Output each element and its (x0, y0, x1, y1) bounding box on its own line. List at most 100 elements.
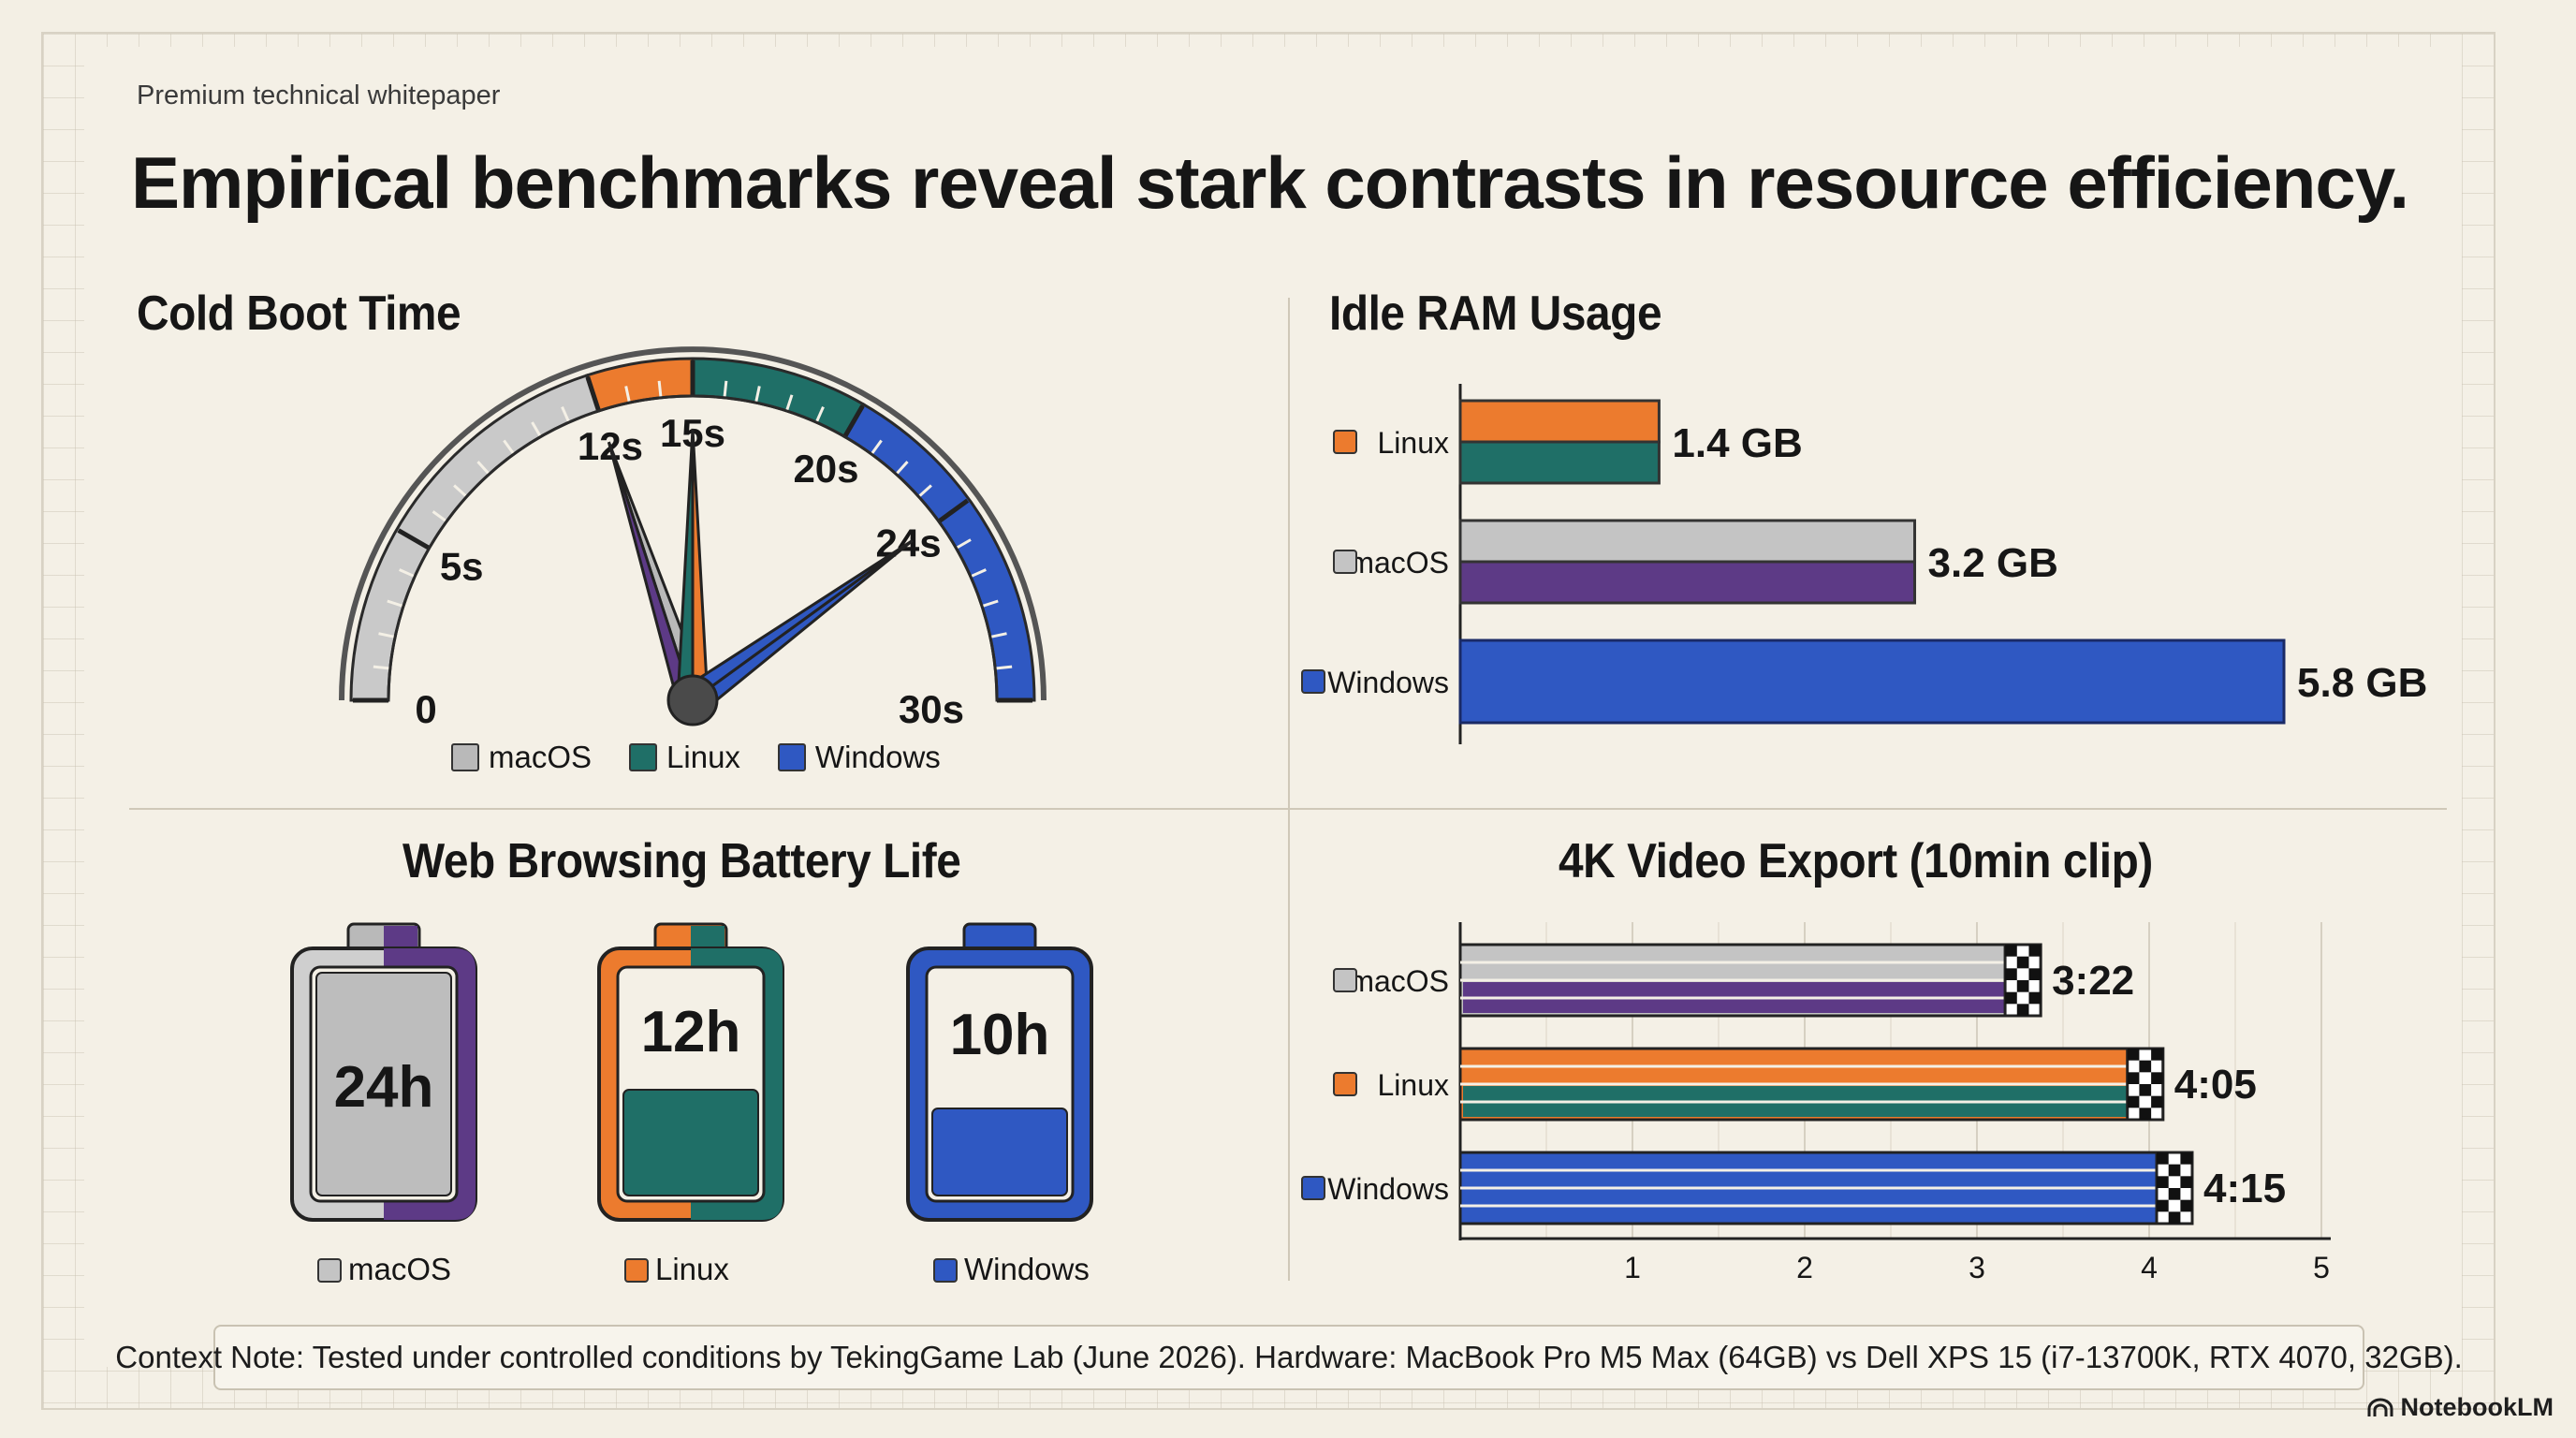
export-flag-square (2151, 1072, 2163, 1084)
gauge-minor-tick (387, 599, 404, 608)
ram-value-label: 1.4 GB (1672, 420, 1802, 466)
export-flag-square (2151, 1049, 2163, 1061)
export-value-label: 4:05 (2174, 1062, 2257, 1108)
export-title: 4K Video Export (10min clip) (1559, 834, 2153, 888)
export-flag-square (2168, 1211, 2181, 1224)
gauge-minor-tick (895, 461, 909, 476)
legend-item-windows: Windows (777, 740, 941, 775)
context-note: Context Note: Tested under controlled co… (115, 1325, 2463, 1390)
gauge-minor-tick (476, 461, 490, 476)
export-tick-label: 4 (2141, 1251, 2158, 1284)
export-category-label: Linux (1378, 1068, 1450, 1102)
export-flag-square (2016, 980, 2029, 992)
export-category-label: macOS (1349, 964, 1449, 998)
battery-legend-label: Windows (964, 1252, 1090, 1286)
export-flag-square (2028, 945, 2042, 957)
ram-swatch-macos (1333, 550, 1357, 574)
ram-swatch-linux (1333, 430, 1357, 454)
gauge-title: Cold Boot Time (137, 286, 461, 341)
export-tick-label: 5 (2313, 1251, 2330, 1284)
export-flag-square (2157, 1199, 2169, 1212)
export-flag-square (2168, 1188, 2181, 1200)
gauge-minor-tick (754, 386, 761, 404)
notebook-logo-icon (2367, 1398, 2393, 1416)
export-flag-square (2157, 1152, 2169, 1165)
gauge-major-tick (397, 528, 431, 550)
gauge-needle-windows (690, 539, 914, 715)
export-value-label: 3:22 (2052, 958, 2134, 1004)
ram-bar-chart: 1.4 GB Linux 3.2 GB macOS 5.8 GB Windows (1301, 384, 2427, 744)
gauge-minor-tick (531, 421, 542, 438)
gauge-minor-tick (453, 484, 468, 498)
export-flag-square (2005, 991, 2017, 1005)
gauge-minor-tick (399, 568, 416, 579)
export-category-label: Windows (1327, 1172, 1449, 1206)
gauge-minor-tick (432, 510, 447, 523)
ram-bar-windows (1458, 638, 2286, 725)
battery-value-label: 12h (641, 1000, 741, 1064)
gauge-inner-arc (387, 394, 999, 701)
export-flag-square (2028, 991, 2042, 1005)
battery-title: Web Browsing Battery Life (402, 834, 961, 888)
export-flag-square (2127, 1095, 2140, 1108)
export-flag-square (2016, 956, 2029, 969)
ram-category-label: Linux (1378, 426, 1450, 460)
ram-value-label: 3.2 GB (1928, 540, 2058, 586)
gauge-major-tick (842, 404, 865, 438)
gauge-hub (666, 674, 719, 726)
macos-swatch (451, 743, 479, 771)
export-swatch-linux (1333, 1072, 1357, 1096)
gauge-minor-tick (503, 439, 516, 455)
export-flag-square (2180, 1199, 2193, 1212)
export-swatch-windows (1301, 1176, 1325, 1200)
export-flag-square (2028, 968, 2042, 980)
ram-bar-linux-top (1458, 399, 1661, 444)
gauge-minor-tick (955, 538, 972, 550)
export-flag-square (2139, 1060, 2152, 1073)
brand-label: NotebookLM (2400, 1393, 2554, 1421)
ram-bar-linux-bottom (1458, 440, 1661, 485)
windows-swatch (777, 743, 806, 771)
battery-fill-linux (622, 1089, 759, 1196)
export-flag-square (2005, 968, 2017, 980)
gauge-needle-shade-windows (681, 539, 914, 703)
gauge-major-tick (585, 375, 601, 412)
eyebrow-label: Premium technical whitepaper (137, 81, 501, 110)
ram-value-label: 5.8 GB (2297, 660, 2427, 706)
export-tick-label: 3 (1969, 1251, 1985, 1284)
gauge-minor-tick (624, 386, 631, 404)
export-flag-square (2180, 1176, 2193, 1188)
gauge-minor-tick (373, 665, 390, 670)
vertical-divider (1288, 298, 1290, 1281)
ram-bar-macos-bottom (1458, 560, 1917, 605)
gauge-minor-tick (970, 568, 987, 579)
legend-item-linux: Linux (629, 740, 740, 775)
gauge-band-linux-orange (585, 357, 695, 413)
export-tick-label: 1 (1624, 1251, 1641, 1284)
legend-label: Windows (814, 740, 941, 774)
legend-label: macOS (489, 740, 593, 774)
gauge-legend: macOS Linux Windows (451, 740, 978, 775)
legend-item-macos: macOS (451, 740, 592, 775)
battery-swatch-linux (624, 1258, 649, 1283)
gauge-tick-label: 0 (415, 687, 436, 731)
gauge-major-tick (937, 498, 970, 523)
gauge-minor-tick (814, 406, 825, 423)
export-swatch-macos (1333, 968, 1357, 992)
export-flag-square (2016, 1004, 2029, 1016)
gauge-minor-tick (657, 380, 663, 398)
page-title: Empirical benchmarks reveal stark contra… (131, 141, 2409, 224)
battery-fill-macos (315, 972, 452, 1196)
gauge-minor-tick (870, 439, 883, 455)
export-tick-label: 2 (1796, 1251, 1813, 1284)
horizontal-divider (129, 808, 2447, 810)
gauge-minor-tick (723, 380, 728, 398)
gauge-minor-tick (989, 632, 1007, 638)
gauge-minor-tick (995, 665, 1013, 670)
gauge-needle-linux (691, 428, 710, 702)
battery-swatch-macos (317, 1258, 342, 1283)
gauge-minor-tick (378, 632, 396, 638)
ram-bar-macos-top (1458, 519, 1917, 564)
gauge-tick-label: 20s (793, 447, 858, 491)
